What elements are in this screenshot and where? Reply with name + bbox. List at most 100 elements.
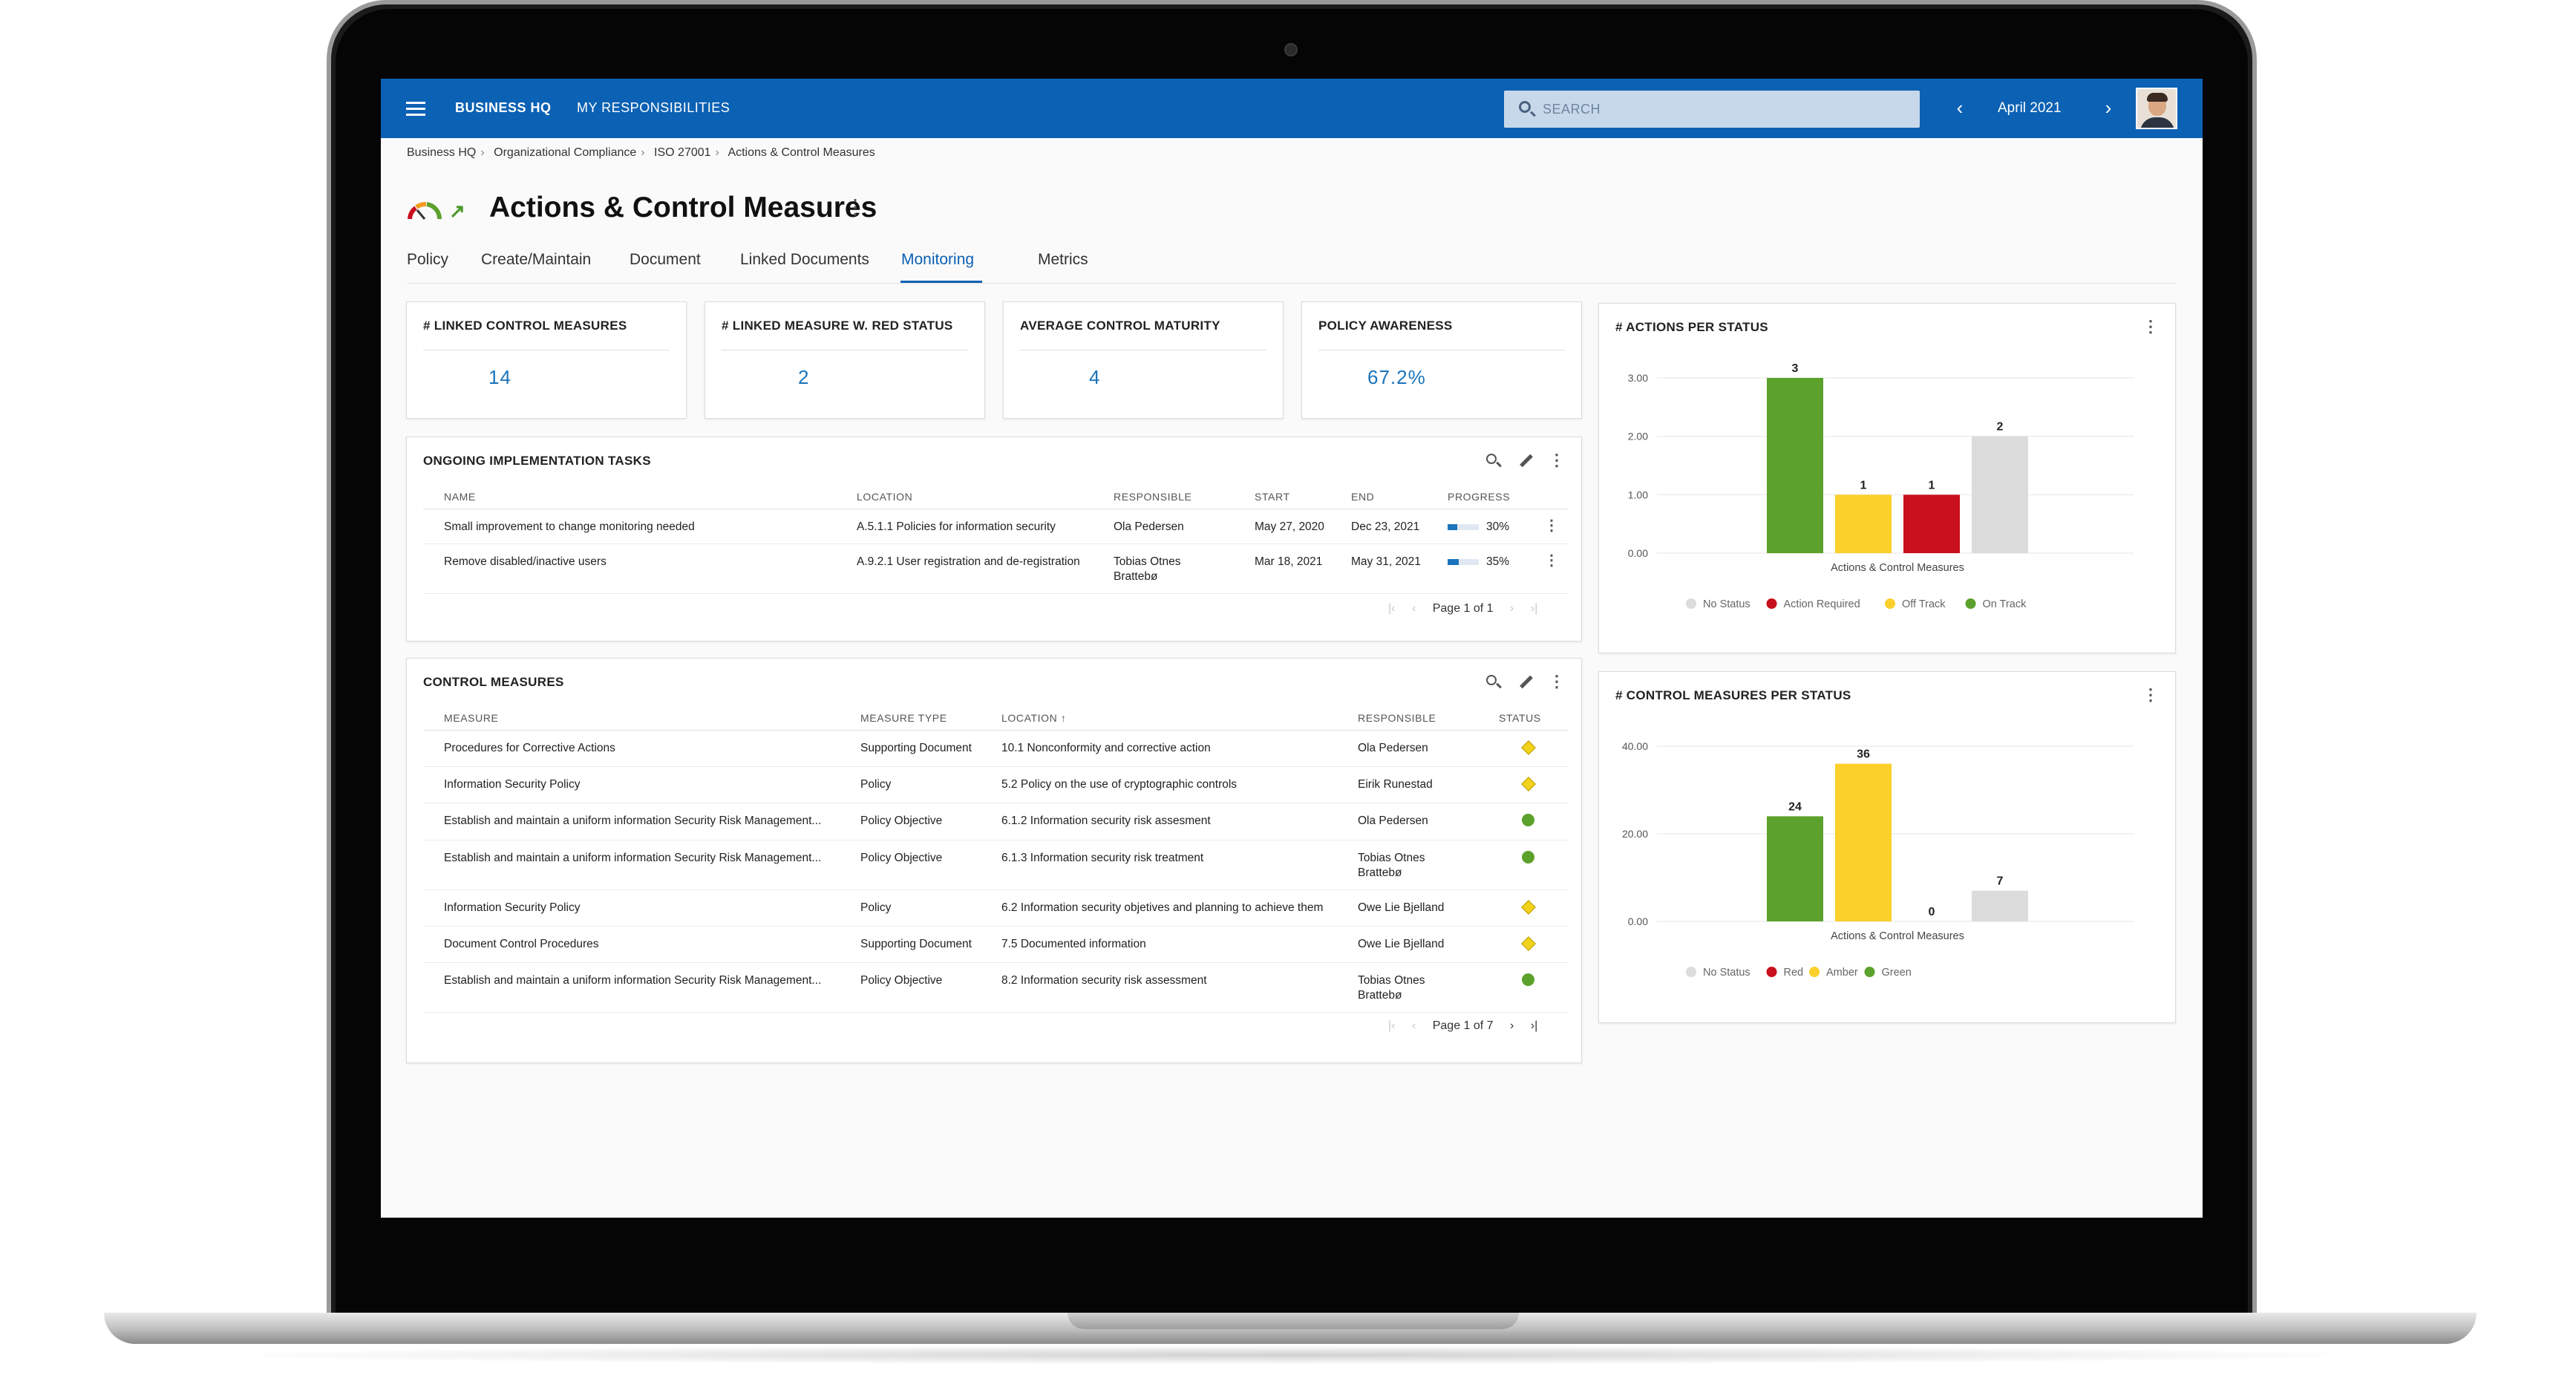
y-tick-label: 0.00 — [1628, 915, 1648, 927]
progress-fill — [1448, 558, 1459, 565]
legend-marker — [1686, 967, 1696, 977]
next-page-icon[interactable]: › — [1510, 1019, 1514, 1032]
kpi-card-linked-control-measures: # LINKED CONTROL MEASURES 14 — [406, 301, 687, 419]
x-axis-label: Actions & Control Measures — [1831, 930, 1964, 942]
column-header[interactable]: LOCATION ↑ — [1001, 712, 1358, 731]
title-more-options-icon[interactable]: ⋮ — [845, 195, 866, 218]
column-header[interactable]: START — [1255, 491, 1351, 509]
column-header[interactable]: MEASURE — [444, 712, 860, 731]
bar-no-status — [1972, 436, 2028, 553]
last-page-icon[interactable]: ›| — [1530, 1019, 1538, 1032]
previous-period-chevron-icon[interactable]: ‹ — [1956, 97, 1964, 119]
more-options-icon[interactable]: ⋮ — [1549, 672, 1565, 690]
more-options-icon[interactable]: ⋮ — [2142, 685, 2159, 704]
legend-marker — [1686, 598, 1696, 609]
breadcrumb-item[interactable]: Organizational Compliance — [494, 146, 637, 159]
legend-marker — [1809, 967, 1820, 977]
status-circle-icon — [1522, 973, 1534, 986]
legend-marker — [1766, 598, 1777, 609]
column-header[interactable]: NAME — [444, 491, 857, 509]
table-row[interactable]: Remove disabled/inactive users A.9.2.1 U… — [423, 543, 1568, 594]
bar-value-label: 36 — [1857, 748, 1870, 761]
measure-status — [1499, 766, 1568, 803]
task-responsible: Ola Pedersen — [1114, 509, 1255, 544]
kpi-card-linked-measure-red-status: # LINKED MEASURE W. RED STATUS 2 — [705, 301, 985, 419]
next-page-icon[interactable]: › — [1510, 602, 1514, 615]
search-box[interactable] — [1504, 91, 1920, 128]
row-more-options-icon[interactable]: ⋮ — [1544, 509, 1568, 544]
task-progress: 30% — [1448, 509, 1544, 544]
column-header[interactable]: STATUS — [1499, 712, 1568, 731]
kpi-value: 2 — [798, 366, 810, 388]
more-options-icon[interactable]: ⋮ — [2142, 317, 2159, 336]
table-row[interactable]: Information Security Policy Policy 5.2 Pol… — [423, 766, 1568, 803]
last-page-icon[interactable]: ›| — [1530, 602, 1538, 615]
table-row[interactable]: Information Security Policy Policy 6.2 Inf… — [423, 889, 1568, 927]
previous-page-icon[interactable]: ‹ — [1411, 602, 1416, 615]
first-page-icon[interactable]: |‹ — [1388, 602, 1396, 615]
column-header[interactable]: LOCATION — [857, 491, 1114, 509]
column-header[interactable]: END — [1351, 491, 1448, 509]
row-more-options-icon[interactable]: ⋮ — [1544, 543, 1568, 594]
tab-metrics[interactable]: Metrics — [1038, 251, 1088, 268]
measure-name: Establish and maintain a uniform informa… — [444, 803, 860, 840]
measure-name: Document Control Procedures — [444, 926, 860, 963]
brand-link[interactable]: BUSINESS HQ — [455, 100, 552, 115]
legend-marker — [1885, 598, 1895, 609]
tab-create-maintain[interactable]: Create/Maintain — [481, 251, 592, 268]
measure-location: 6.2 Information security objetives and p… — [1001, 889, 1358, 927]
measure-responsible: Ola Pedersen — [1358, 730, 1499, 767]
table-row[interactable]: Document Control Procedures Supporting Do… — [423, 926, 1568, 963]
breadcrumb-item[interactable]: Business HQ — [407, 146, 477, 159]
legend-marker — [1766, 967, 1777, 977]
column-header[interactable]: PROGRESS — [1448, 491, 1544, 509]
edit-pencil-icon[interactable] — [1516, 672, 1535, 691]
legend-label: Action Required — [1784, 598, 1860, 610]
bar-value-label: 7 — [1997, 875, 2004, 888]
measure-status — [1499, 962, 1568, 1013]
breadcrumb-item[interactable]: ISO 27001 — [654, 146, 711, 159]
hamburger-menu-icon[interactable] — [406, 98, 425, 119]
status-circle-icon — [1522, 851, 1534, 863]
previous-page-icon[interactable]: ‹ — [1411, 1019, 1416, 1032]
tab-linked-documents[interactable]: Linked Documents — [740, 251, 869, 268]
more-options-icon[interactable]: ⋮ — [1549, 451, 1565, 469]
measure-responsible: Eirik Runestad — [1358, 766, 1499, 803]
tab-monitoring[interactable]: Monitoring — [901, 251, 975, 268]
progress-label: 30% — [1486, 520, 1510, 533]
table-row[interactable]: Procedures for Corrective Actions Support… — [423, 730, 1568, 767]
next-period-chevron-icon[interactable]: › — [2105, 97, 2112, 119]
tab-policy[interactable]: Policy — [407, 251, 449, 268]
search-icon[interactable] — [1483, 451, 1503, 470]
search-input[interactable] — [1543, 98, 1899, 120]
task-location: A.9.2.1 User registration and de-registr… — [857, 543, 1114, 594]
bar-value-label: 24 — [1788, 800, 1802, 813]
legend-marker — [1864, 967, 1875, 977]
measure-status — [1499, 803, 1568, 840]
measure-type: Policy Objective — [860, 840, 1001, 890]
kpi-label: # LINKED MEASURE W. RED STATUS — [722, 319, 953, 333]
search-icon[interactable] — [1483, 672, 1503, 691]
table-row[interactable]: Establish and maintain a uniform informa… — [423, 803, 1568, 840]
table-row[interactable]: Small improvement to change monitoring n… — [423, 509, 1568, 544]
table-header-row: NAME LOCATION RESPONSIBLE START END PROG… — [423, 491, 1568, 509]
task-name: Remove disabled/inactive users — [444, 543, 857, 594]
edit-pencil-icon[interactable] — [1516, 451, 1535, 470]
kpi-label: AVERAGE CONTROL MATURITY — [1020, 319, 1220, 333]
task-start: May 27, 2020 — [1255, 509, 1351, 544]
first-page-icon[interactable]: |‹ — [1388, 1019, 1396, 1032]
table-row[interactable]: Establish and maintain a uniform informa… — [423, 840, 1568, 890]
kpi-card-policy-awareness: POLICY AWARENESS 67.2% — [1301, 301, 1582, 419]
task-start: Mar 18, 2021 — [1255, 543, 1351, 594]
tab-document[interactable]: Document — [630, 251, 701, 268]
user-avatar[interactable] — [2136, 88, 2177, 129]
measure-type: Supporting Document — [860, 926, 1001, 963]
kpi-value: 67.2% — [1367, 366, 1426, 388]
my-responsibilities-link[interactable]: MY RESPONSIBILITIES — [577, 100, 730, 115]
column-header[interactable]: MEASURE TYPE — [860, 712, 1001, 731]
task-progress: 35% — [1448, 543, 1544, 594]
breadcrumb-separator: › — [641, 146, 645, 159]
table-row[interactable]: Establish and maintain a uniform informa… — [423, 962, 1568, 1013]
column-header[interactable]: RESPONSIBLE — [1358, 712, 1499, 731]
column-header[interactable]: RESPONSIBLE — [1114, 491, 1255, 509]
